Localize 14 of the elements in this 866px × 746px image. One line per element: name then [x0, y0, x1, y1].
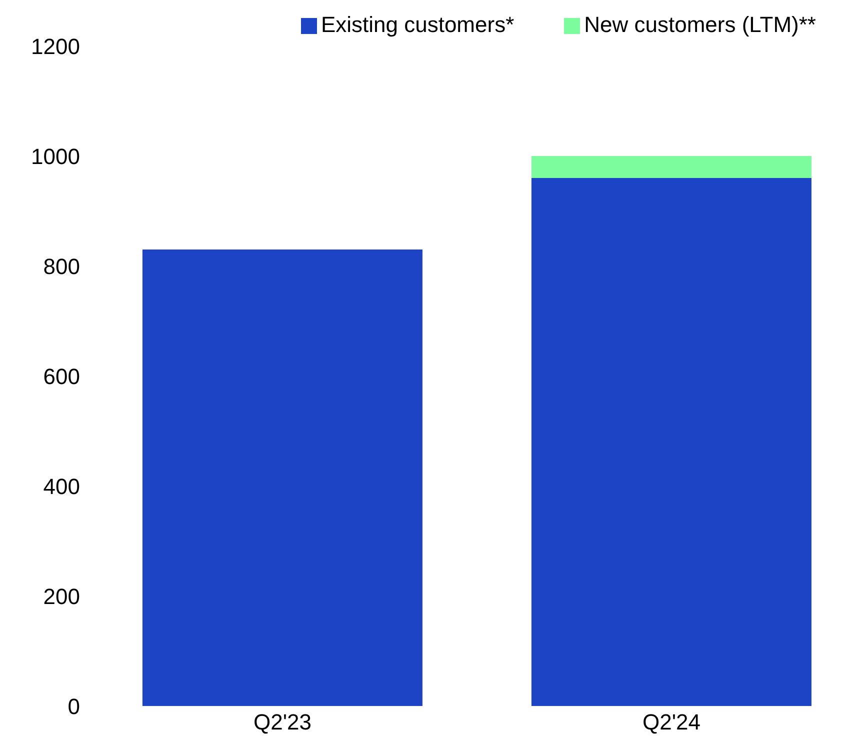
bar — [142, 250, 422, 706]
y-tick-label: 600 — [43, 364, 80, 389]
x-tick-label: Q2'23 — [253, 710, 312, 735]
y-tick-label: 200 — [43, 584, 80, 609]
y-tick-label: 800 — [43, 254, 80, 279]
y-tick-label: 1200 — [31, 34, 80, 59]
bar — [531, 156, 812, 178]
y-tick-label: 400 — [43, 474, 80, 499]
y-tick-label: 1000 — [31, 144, 80, 169]
legend-label: Existing customers* — [320, 12, 514, 37]
y-tick-label: 0 — [68, 694, 80, 719]
x-tick-label: Q2'24 — [642, 710, 701, 735]
legend-label: New customers (LTM)** — [584, 12, 816, 37]
bar — [531, 178, 812, 706]
